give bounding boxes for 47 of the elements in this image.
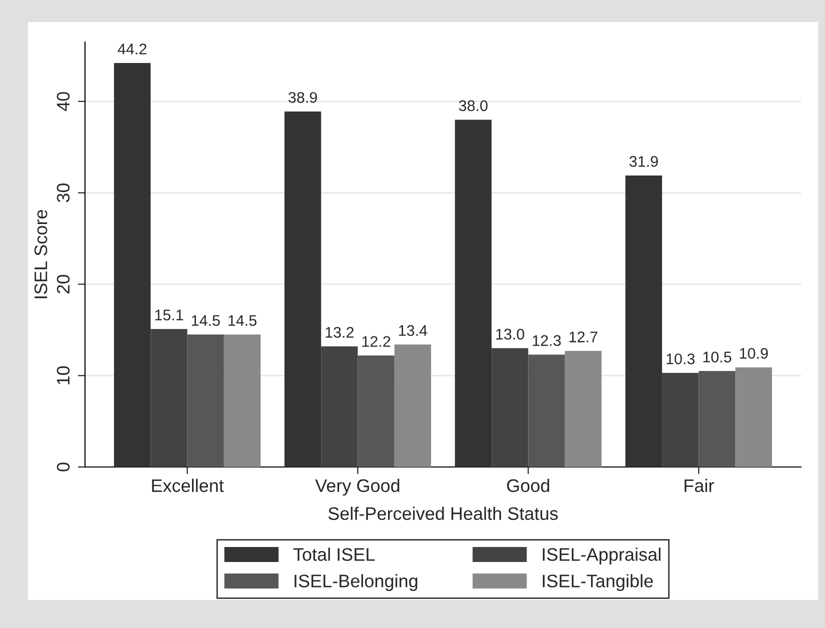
- x-tick-label: Fair: [684, 478, 714, 492]
- y-axis-title: ISEL Score: [34, 210, 48, 298]
- bar: [150, 328, 188, 467]
- legend-label: ISEL-Belonging: [294, 574, 418, 591]
- data-label: 10.9: [740, 348, 768, 359]
- data-label: 14.5: [192, 315, 220, 326]
- y-tick-label: 40: [56, 92, 70, 112]
- bar: [528, 354, 565, 467]
- x-axis-title: Self-Perceived Health Status: [328, 506, 558, 520]
- legend-label: ISEL-Appraisal: [542, 548, 660, 564]
- bar: [662, 372, 699, 467]
- data-label: 13.2: [326, 326, 354, 338]
- bar: [735, 367, 772, 467]
- x-tick-label: Very Good: [315, 478, 400, 496]
- data-label: 10.3: [666, 353, 695, 364]
- data-label: 13.0: [496, 328, 524, 340]
- bar: [698, 371, 736, 467]
- data-label: 15.1: [155, 310, 184, 320]
- x-tick-label: Good: [507, 478, 550, 492]
- data-label: 12.7: [570, 332, 598, 342]
- data-label: 10.5: [703, 352, 732, 362]
- bar: [492, 348, 528, 467]
- bar: [625, 175, 662, 467]
- bar: [358, 355, 394, 467]
- bar: [187, 334, 224, 467]
- data-label: 14.5: [228, 315, 256, 326]
- data-label: 31.9: [629, 156, 658, 167]
- y-tick-label: 0: [56, 462, 70, 472]
- data-label: 13.4: [399, 325, 428, 336]
- bar: [564, 350, 602, 467]
- data-label: 12.3: [532, 335, 561, 346]
- legend-label: Total ISEL: [293, 548, 375, 561]
- bar: [284, 111, 322, 467]
- x-tick-label: Excellent: [152, 478, 224, 492]
- bar: [394, 344, 432, 467]
- data-label: 12.2: [362, 336, 390, 347]
- data-label: 44.2: [118, 44, 146, 54]
- y-tick-label: 20: [56, 274, 70, 294]
- bar: [321, 346, 358, 467]
- legend-label: ISEL-Tangible: [542, 574, 653, 591]
- bar: [114, 63, 151, 467]
- bar: [224, 334, 261, 467]
- y-tick-label: 10: [56, 366, 70, 384]
- data-label: 38.0: [458, 100, 488, 112]
- bar: [454, 120, 492, 467]
- data-label: 38.9: [288, 92, 317, 103]
- y-tick-label: 30: [56, 183, 70, 202]
